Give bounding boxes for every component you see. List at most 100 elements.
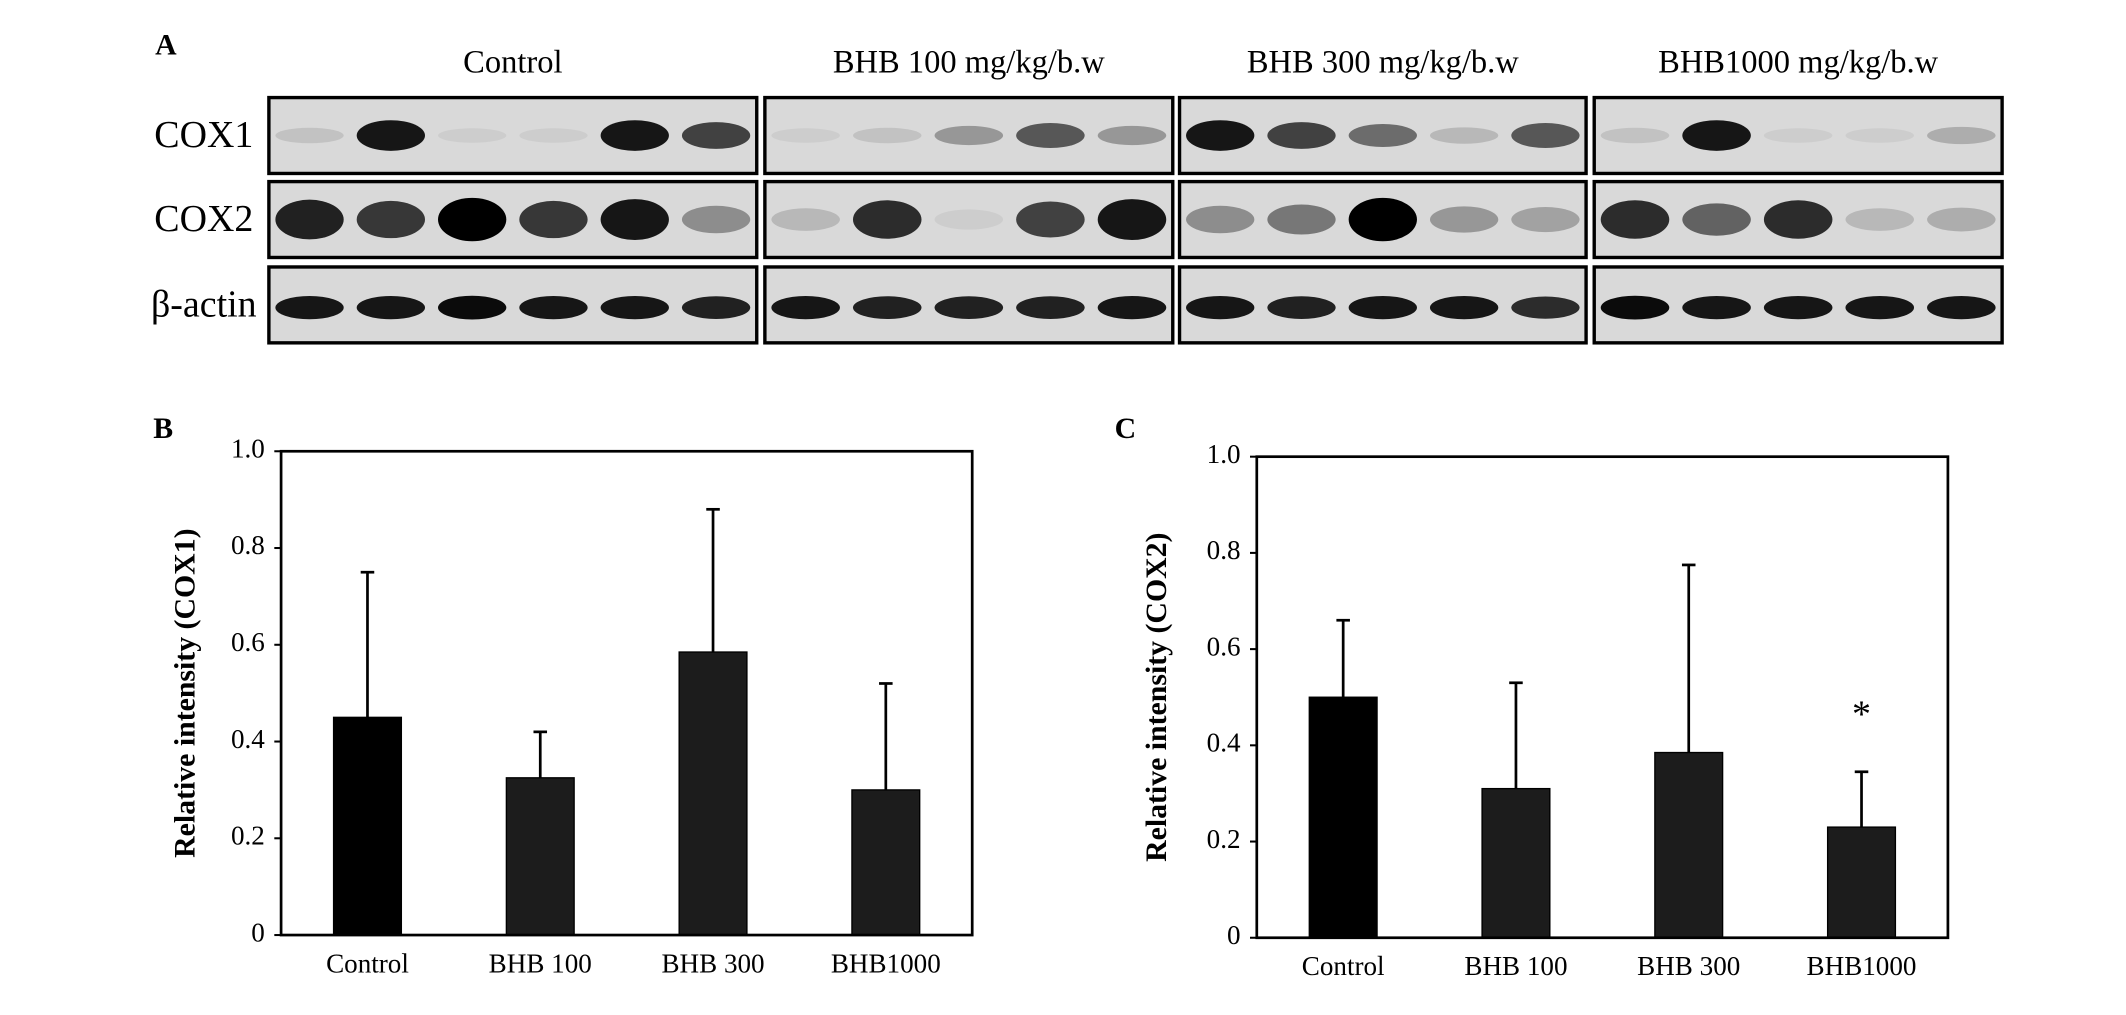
blot-band — [681, 296, 751, 319]
bar — [1654, 751, 1724, 939]
blot-band — [1682, 120, 1751, 151]
blot-band — [438, 295, 507, 320]
blot-band — [1845, 208, 1915, 231]
blot-band — [1348, 123, 1417, 148]
blot-band — [1348, 295, 1417, 320]
blot-band — [681, 205, 751, 234]
x-tick-label: Control — [326, 948, 409, 978]
blot-band — [1429, 127, 1499, 144]
y-tick-label: 0 — [1227, 920, 1241, 950]
blot-band — [1016, 123, 1085, 148]
blot-band — [1600, 127, 1670, 144]
blot-group-label: BHB 300 mg/kg/b.w — [1247, 45, 1519, 81]
y-tick-label: 0 — [251, 917, 265, 947]
x-tick-label: BHB1000 — [1807, 951, 1917, 981]
blot-band — [1097, 295, 1167, 320]
blot-band — [771, 128, 840, 143]
blot-band — [275, 199, 344, 240]
bar — [505, 777, 575, 936]
panel-label: C — [1115, 412, 1137, 445]
x-tick-label: BHB 300 — [1637, 951, 1740, 981]
y-axis-label: Relative intensity (COX2) — [1140, 533, 1173, 862]
blot-band — [1429, 295, 1499, 320]
blot-group-label: Control — [463, 45, 562, 81]
blot-band — [1016, 201, 1085, 238]
blot-strip — [267, 95, 759, 176]
y-tick-label: 0.6 — [1207, 631, 1241, 661]
y-tick-label: 0.4 — [1207, 728, 1241, 758]
blot-band — [1600, 295, 1670, 320]
blot-band — [1348, 197, 1417, 242]
y-tick-label: 1.0 — [231, 433, 265, 463]
blot-band — [771, 208, 840, 231]
bar — [332, 716, 403, 936]
blot-group-label: BHB 100 mg/kg/b.w — [833, 45, 1105, 81]
blot-band — [1186, 120, 1255, 151]
blot-band — [852, 127, 922, 144]
blot-group-label: BHB1000 mg/kg/b.w — [1658, 45, 1939, 81]
y-tick-label: 0.6 — [231, 627, 265, 657]
blot-band — [356, 200, 425, 239]
blot-band — [852, 296, 922, 319]
blot-band — [1186, 295, 1255, 320]
bar — [1308, 696, 1378, 939]
blot-band — [1927, 207, 1996, 232]
blot-band — [519, 128, 588, 143]
blot-band — [934, 125, 1004, 146]
blot-band — [1682, 203, 1751, 236]
blot-band — [1927, 295, 1996, 320]
blot-band — [1600, 200, 1670, 239]
blot-band — [1267, 122, 1336, 149]
x-tick-label: BHB1000 — [831, 948, 941, 978]
y-tick-label: 1.0 — [1207, 439, 1241, 469]
blot-band — [1845, 295, 1915, 320]
blot-band — [1097, 199, 1167, 240]
blot-band — [1763, 295, 1833, 320]
bar — [678, 651, 748, 936]
blot-band — [1267, 296, 1336, 319]
x-tick-label: BHB 100 — [489, 948, 592, 978]
blot-band — [438, 197, 507, 242]
blot-band — [771, 295, 840, 320]
panel-label: B — [153, 412, 173, 445]
blot-band — [600, 199, 669, 240]
plot-frame — [279, 449, 974, 937]
blot-band — [1845, 128, 1915, 143]
blot-band — [438, 128, 507, 143]
blot-band — [1186, 205, 1255, 234]
blot-band — [356, 295, 425, 320]
x-tick-label: BHB 300 — [661, 948, 764, 978]
blot-band — [1763, 200, 1833, 239]
blot-band — [600, 120, 669, 151]
blot-band — [600, 295, 669, 320]
x-tick-label: Control — [1302, 951, 1385, 981]
blot-strip — [1592, 95, 2004, 176]
blot-band — [1267, 204, 1336, 235]
y-tick-label: 0.4 — [231, 724, 265, 754]
y-tick-label: 0.8 — [1207, 535, 1241, 565]
blot-strip — [267, 179, 759, 260]
blot-band — [275, 127, 344, 144]
blot-band — [1682, 295, 1751, 320]
bar — [851, 789, 921, 936]
blot-row-label: β-actin — [151, 283, 257, 325]
blot-band — [1511, 123, 1580, 148]
blot-band — [1511, 296, 1580, 319]
blot-band — [519, 200, 588, 239]
blot-band — [275, 295, 344, 320]
y-tick-label: 0.8 — [231, 530, 265, 560]
panel-label: A — [155, 28, 177, 61]
y-tick-label: 0.2 — [1207, 824, 1241, 854]
blot-strip — [1177, 179, 1588, 260]
blot-band — [934, 296, 1004, 319]
y-axis-label: Relative intensity (COX1) — [168, 528, 201, 857]
plot-frame — [1255, 455, 1950, 940]
blot-band — [1511, 206, 1580, 233]
blot-band — [1927, 126, 1996, 145]
blot-row-label: COX2 — [154, 198, 253, 240]
annotation: * — [1852, 693, 1871, 735]
y-tick-label: 0.2 — [231, 821, 265, 851]
blot-band — [1097, 125, 1167, 146]
